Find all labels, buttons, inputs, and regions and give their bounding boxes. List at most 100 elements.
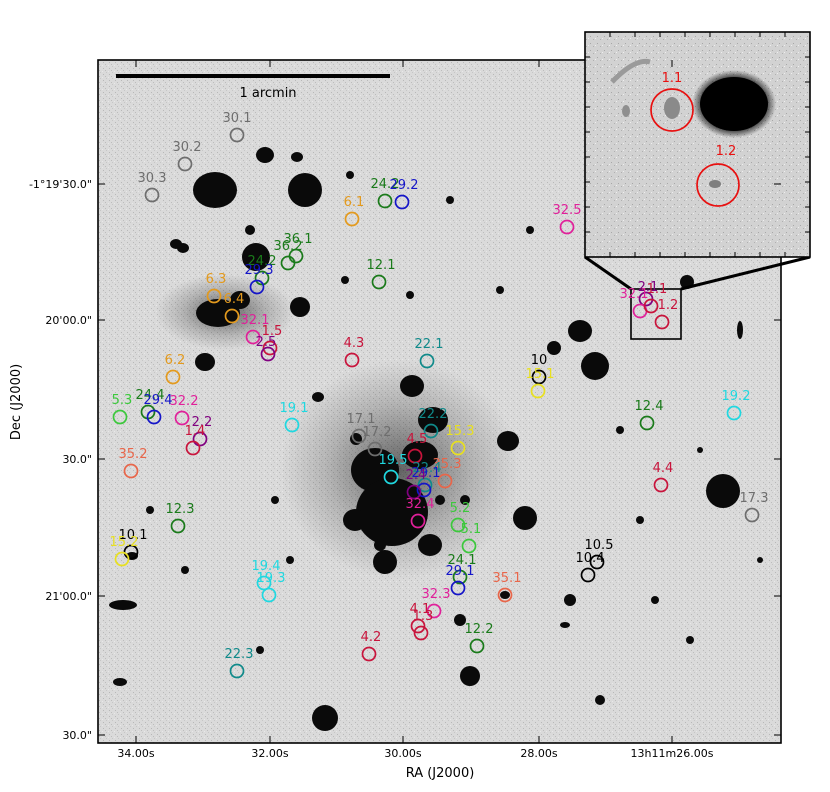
source-marker: 35.3: [433, 457, 462, 489]
source-marker-label: 19.5: [379, 453, 408, 468]
source-marker-circle: [256, 575, 272, 591]
source-marker-circle: [185, 440, 201, 456]
inset-marker-circle: [650, 88, 694, 132]
source-marker-label: 12.3: [166, 502, 195, 517]
source-marker-circle: [461, 538, 477, 554]
source-marker: 19.5: [379, 453, 408, 485]
source-marker: 17.1: [347, 412, 375, 444]
axis-tick-labels: 34.00s 32.00s 30.00s 28.00s 13h11m26.00s -1°1…: [29, 178, 714, 760]
source-marker-circle: [410, 513, 426, 529]
source-marker-circle: [344, 352, 360, 368]
source-marker: 10.1: [119, 528, 147, 560]
x-tick-label: 13h11m26.00s: [631, 747, 714, 760]
source-marker-circle: [361, 646, 377, 662]
source-marker: 24.1: [448, 553, 476, 585]
y-tick-label: 20'00.0": [45, 314, 92, 327]
source-marker-label: 29.2: [390, 178, 419, 193]
source-marker-label: 36.1: [284, 232, 313, 247]
source-marker: 2.2: [192, 415, 212, 447]
source-marker-label: 5.2: [450, 501, 471, 516]
inset-marker-circle: [696, 163, 740, 207]
source-marker-label: 19.2: [722, 389, 751, 404]
source-marker-circle: [406, 484, 422, 500]
source-marker-circle: [531, 369, 547, 385]
source-marker: 29.1: [412, 466, 440, 498]
source-marker-label: 22.3: [225, 647, 254, 662]
source-marker: 1.4: [185, 424, 206, 456]
y-tick-label: -1°19'30.0": [29, 178, 92, 191]
source-marker-label: 35.3: [433, 457, 462, 472]
source-marker: 22.3: [225, 647, 254, 679]
source-marker: 12.1: [367, 258, 395, 290]
zoom-box: [630, 288, 682, 340]
source-marker-circle: [417, 477, 433, 493]
source-marker: 22.4: [413, 461, 442, 493]
source-marker: 17.3: [740, 491, 768, 523]
source-marker-circle: [654, 314, 670, 330]
x-tick-label: 28.00s: [520, 747, 557, 760]
source-marker-label: 24.2: [371, 177, 400, 192]
source-marker-circle: [260, 346, 276, 362]
source-marker: 15.2: [110, 535, 139, 567]
x-tick-label: 32.00s: [251, 747, 288, 760]
source-marker: 29.3: [245, 263, 273, 295]
source-marker-label: 4.3: [344, 336, 365, 351]
source-marker-label: 2.1: [638, 280, 659, 295]
source-marker: 30.2: [173, 140, 201, 172]
source-marker: 32.3: [422, 587, 450, 619]
source-marker: 19.1: [280, 401, 308, 433]
source-marker-circle: [639, 415, 655, 431]
source-marker: 22.1: [415, 337, 443, 369]
source-marker-circle: [367, 441, 383, 457]
source-marker-label: 22.2: [419, 407, 448, 422]
axis-ticks: [98, 60, 781, 743]
source-marker: 32.1: [241, 313, 270, 345]
source-marker-label: 4.4: [653, 461, 674, 476]
source-marker-label: 1.4: [185, 424, 206, 439]
source-marker-circle: [450, 580, 466, 596]
source-marker-circle: [394, 194, 410, 210]
source-marker-label: 2.4: [406, 468, 427, 483]
source-marker-label: 35.2: [119, 447, 148, 462]
y-tick-label: 30.0": [62, 729, 92, 742]
source-marker-label: 6.2: [165, 353, 186, 368]
source-marker-label: 6.4: [224, 292, 245, 307]
source-marker: 4.2: [361, 630, 381, 662]
source-marker-circle: [377, 193, 393, 209]
source-marker-circle: [344, 211, 360, 227]
source-marker-label: 1.3: [413, 609, 434, 624]
source-marker-label: 22.4: [413, 461, 442, 476]
source-marker-label: 10.5: [585, 538, 614, 553]
source-marker-label: 32.1: [241, 313, 270, 328]
source-marker-label: 1.1: [647, 282, 668, 297]
source-marker: 17.2: [363, 425, 391, 457]
source-marker-label: 10: [531, 353, 548, 368]
source-marker-label: 1.2: [658, 298, 679, 313]
source-marker: 2.4: [406, 468, 427, 500]
source-marker-label: 6.1: [344, 195, 365, 210]
source-marker-label: 15.2: [110, 535, 139, 550]
source-marker-label: 29.1: [446, 564, 475, 579]
source-marker-circle: [177, 156, 193, 172]
source-marker-label: 36.2: [274, 239, 303, 254]
source-marker-circle: [229, 127, 245, 143]
source-marker: 6.3: [206, 272, 226, 304]
source-marker: 36.2: [274, 239, 303, 271]
source-marker: 24.2: [248, 254, 276, 286]
source-marker-circle: [206, 288, 222, 304]
source-marker: 15.3: [446, 424, 474, 456]
source-marker-circle: [123, 463, 139, 479]
source-marker-label: 32.1: [620, 287, 649, 302]
source-marker: 19.2: [722, 389, 751, 421]
inset-marker: 1.2: [696, 144, 740, 207]
source-marker: 30.3: [138, 171, 166, 203]
source-marker: 32.4: [406, 497, 434, 529]
inset-ticks: [585, 32, 810, 257]
inset-marker-label: 1.2: [716, 144, 737, 159]
source-marker-label: 29.4: [144, 393, 173, 408]
source-marker-circle: [450, 440, 466, 456]
x-axis-label: RA (J2000): [406, 766, 475, 781]
source-marker-circle: [174, 410, 190, 426]
source-marker-label: 30.1: [223, 111, 252, 126]
